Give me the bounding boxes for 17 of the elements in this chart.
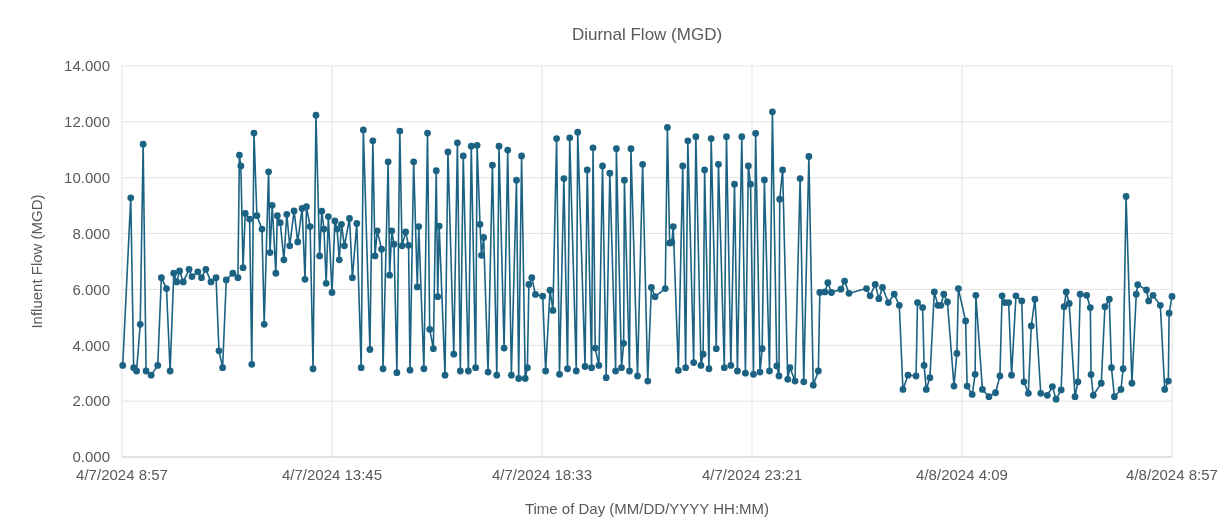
y-tick-label: 14.000	[64, 57, 110, 75]
x-tick-label: 4/7/2024 18:33	[491, 466, 593, 483]
y-tick-label: 12.000	[64, 113, 110, 131]
y-tick-label: 8.000	[72, 224, 110, 242]
chart-title: Diurnal Flow (MGD)	[571, 25, 723, 44]
x-tick-label: 4/7/2024 13:45	[281, 466, 383, 483]
y-tick-label: 4.000	[72, 336, 110, 354]
y-axis-title: Influent Flow (MGD)	[28, 194, 45, 329]
y-tick-label: 2.000	[72, 392, 110, 410]
y-tick-label: 10.000	[64, 168, 110, 186]
x-tick-label: 4/8/2024 8:57	[1126, 466, 1218, 483]
x-axis-title: Time of Day (MM/DD/YYYY HH:MM)	[524, 500, 770, 517]
x-tick-label: 4/8/2024 4:09	[916, 466, 1008, 483]
y-tick-label: 0.000	[72, 448, 110, 466]
x-tick-label: 4/7/2024 23:21	[701, 466, 803, 483]
x-tick-label: 4/7/2024 8:57	[76, 466, 168, 483]
y-tick-label: 6.000	[72, 280, 110, 298]
